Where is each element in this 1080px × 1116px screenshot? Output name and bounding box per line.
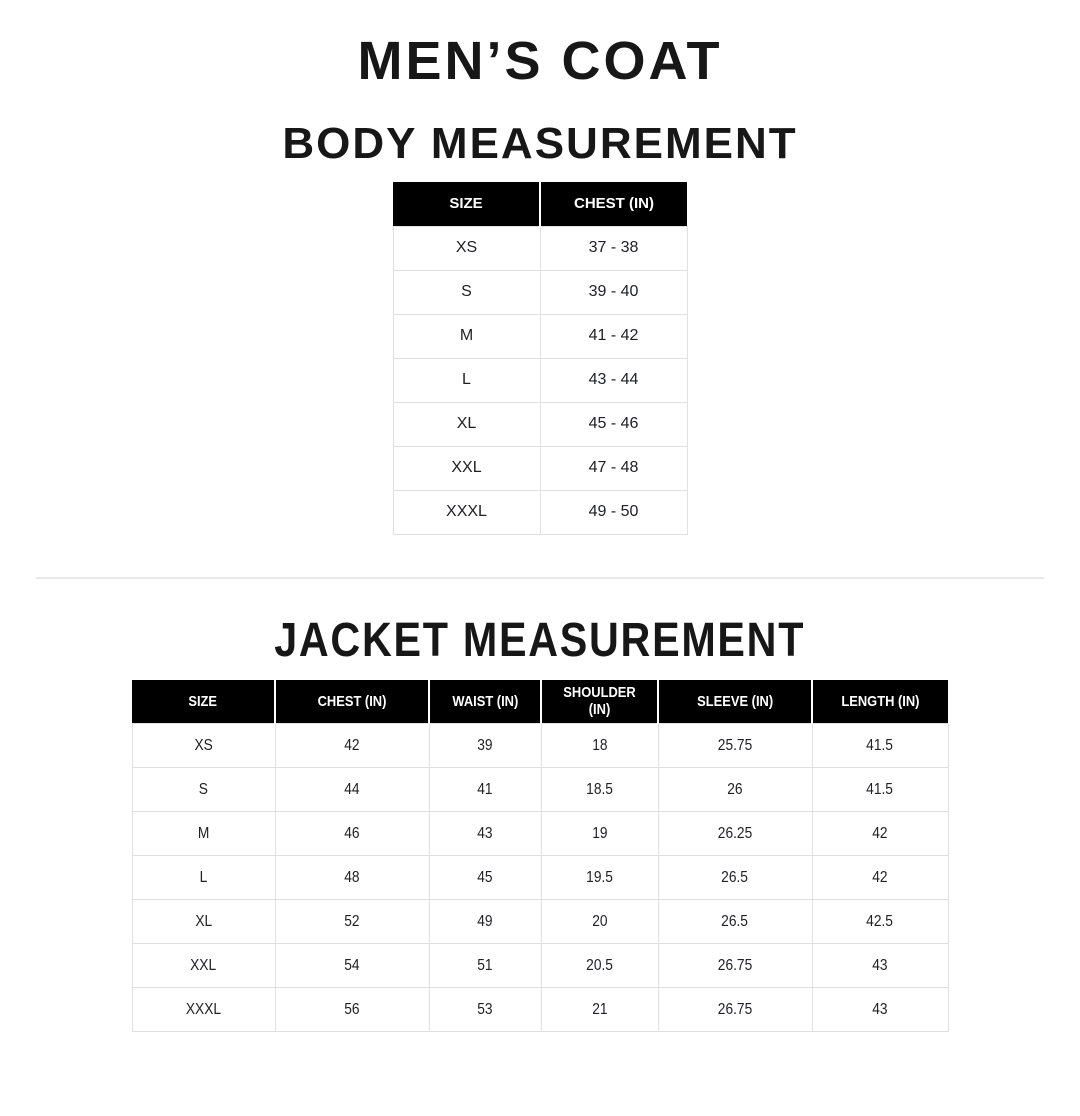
table-row: XXXL 56 53 21 26.75 43 — [131, 987, 949, 1032]
sleeve-cell: 26.75 — [657, 987, 813, 1032]
waist-cell: 43 — [428, 811, 542, 856]
chest-cell: 37 - 38 — [539, 225, 688, 271]
chest-cell: 41 - 42 — [539, 313, 688, 359]
waist-cell: 53 — [428, 987, 542, 1032]
size-chart-page: MEN’S COAT BODY MEASUREMENT SIZE CHEST (… — [0, 31, 1080, 1032]
shoulder-cell: 19.5 — [540, 855, 659, 900]
jacket-measurement-section: JACKET MEASUREMENT SIZE CHEST (IN) WAIST… — [0, 613, 1080, 1032]
chest-cell: 48 — [274, 855, 430, 900]
waist-cell: 41 — [428, 767, 542, 812]
waist-cell: 51 — [428, 943, 542, 988]
chest-cell: 39 - 40 — [539, 269, 688, 315]
table-header-row: SIZE CHEST (IN) — [393, 182, 687, 226]
table-row: XL 52 49 20 26.5 42.5 — [131, 899, 949, 944]
table-row: M 46 43 19 26.25 42 — [131, 811, 949, 856]
length-cell: 43 — [811, 943, 949, 988]
sleeve-cell: 25.75 — [657, 723, 813, 768]
body-measurement-section: BODY MEASUREMENT SIZE CHEST (IN) XS 37 -… — [0, 122, 1080, 535]
chest-cell: 46 — [274, 811, 430, 856]
body-measurement-table: SIZE CHEST (IN) XS 37 - 38 S 39 - 40 M 4… — [392, 182, 688, 535]
shoulder-cell: 18 — [540, 723, 659, 768]
sleeve-cell: 26.75 — [657, 943, 813, 988]
shoulder-cell: 21 — [540, 987, 659, 1032]
table-row: XXL 54 51 20.5 26.75 43 — [131, 943, 949, 988]
size-cell: XS — [131, 723, 276, 768]
table-row: L 43 - 44 — [392, 357, 688, 403]
table-row: S 39 - 40 — [392, 269, 688, 315]
table-row: M 41 - 42 — [392, 313, 688, 359]
chest-cell: 44 — [274, 767, 430, 812]
column-header-chest: CHEST (IN) — [274, 679, 429, 724]
size-cell: XL — [392, 401, 541, 447]
table-row: XXL 47 - 48 — [392, 445, 688, 491]
chest-cell: 45 - 46 — [539, 401, 688, 447]
body-measurement-heading: BODY MEASUREMENT — [282, 119, 798, 168]
length-cell: 42.5 — [811, 899, 949, 944]
waist-cell: 39 — [428, 723, 542, 768]
column-header-waist: WAIST (IN) — [428, 679, 541, 724]
length-cell: 42 — [811, 811, 949, 856]
size-cell: XXXL — [131, 987, 276, 1032]
table-header-row: SIZE CHEST (IN) WAIST (IN) SHOULDER (IN)… — [132, 679, 948, 724]
column-header-shoulder: SHOULDER (IN) — [540, 679, 658, 724]
sleeve-cell: 26.5 — [657, 855, 813, 900]
table-row: S 44 41 18.5 26 41.5 — [131, 767, 949, 812]
chest-cell: 52 — [274, 899, 430, 944]
size-cell: S — [392, 269, 541, 315]
column-header-size: SIZE — [393, 182, 540, 226]
page-title: MEN’S COAT — [357, 31, 723, 91]
waist-cell: 49 — [428, 899, 542, 944]
chest-cell: 47 - 48 — [539, 445, 688, 491]
jacket-measurement-heading: JACKET MEASUREMENT — [274, 613, 806, 667]
chest-cell: 56 — [274, 987, 430, 1032]
sleeve-cell: 26.5 — [657, 899, 813, 944]
size-cell: M — [392, 313, 541, 359]
section-divider — [36, 576, 1044, 579]
size-cell: XS — [392, 225, 541, 271]
shoulder-cell: 20 — [540, 899, 659, 944]
size-cell: XXL — [131, 943, 276, 988]
chest-cell: 42 — [274, 723, 430, 768]
sleeve-cell: 26 — [657, 767, 813, 812]
jacket-measurement-table: SIZE CHEST (IN) WAIST (IN) SHOULDER (IN)… — [131, 679, 949, 1032]
chest-cell: 49 - 50 — [539, 489, 688, 535]
column-header-size: SIZE — [132, 679, 275, 724]
table-row: XS 42 39 18 25.75 41.5 — [131, 723, 949, 768]
table-row: XXXL 49 - 50 — [392, 489, 688, 535]
size-cell: XXL — [392, 445, 541, 491]
length-cell: 43 — [811, 987, 949, 1032]
column-header-length: LENGTH (IN) — [811, 679, 948, 724]
table-row: L 48 45 19.5 26.5 42 — [131, 855, 949, 900]
size-cell: XXXL — [392, 489, 541, 535]
chest-cell: 54 — [274, 943, 430, 988]
length-cell: 42 — [811, 855, 949, 900]
length-cell: 41.5 — [811, 767, 949, 812]
size-cell: XL — [131, 899, 276, 944]
table-row: XL 45 - 46 — [392, 401, 688, 447]
size-cell: L — [131, 855, 276, 900]
chest-cell: 43 - 44 — [539, 357, 688, 403]
shoulder-cell: 20.5 — [540, 943, 659, 988]
shoulder-cell: 18.5 — [540, 767, 659, 812]
table-row: XS 37 - 38 — [392, 225, 688, 271]
size-cell: M — [131, 811, 276, 856]
size-cell: S — [131, 767, 276, 812]
size-cell: L — [392, 357, 541, 403]
shoulder-cell: 19 — [540, 811, 659, 856]
waist-cell: 45 — [428, 855, 542, 900]
column-header-sleeve: SLEEVE (IN) — [657, 679, 812, 724]
column-header-chest: CHEST (IN) — [539, 182, 687, 226]
length-cell: 41.5 — [811, 723, 949, 768]
sleeve-cell: 26.25 — [657, 811, 813, 856]
